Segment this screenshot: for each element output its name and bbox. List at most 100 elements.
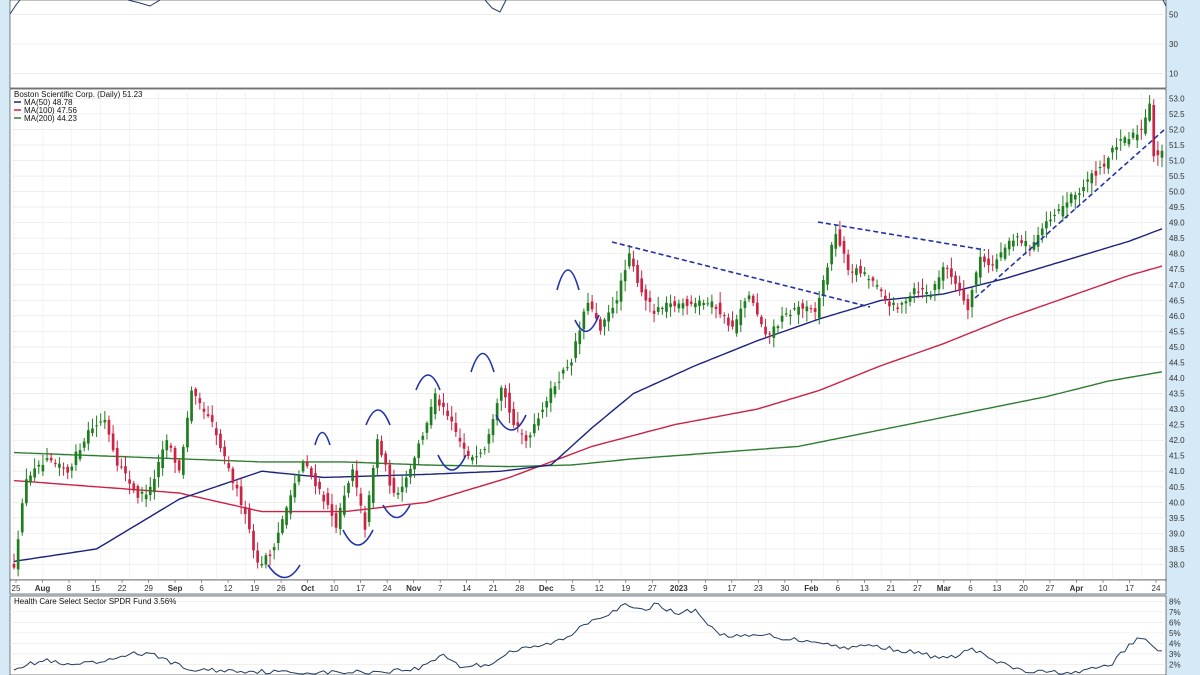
x-tick-label: 27 xyxy=(913,584,922,593)
candle xyxy=(186,411,189,452)
bottom-y-tick-label: 7% xyxy=(1169,608,1181,617)
candle-body xyxy=(128,479,131,484)
main-title: Boston Scientific Corp. (Daily) 51.23 xyxy=(14,90,143,99)
arc-top-oct2 xyxy=(365,409,391,426)
candle-body xyxy=(789,314,792,317)
candle xyxy=(169,442,173,453)
candle xyxy=(541,402,544,419)
candle-body xyxy=(1069,193,1073,204)
candle-body xyxy=(66,466,70,473)
candle-body xyxy=(1094,170,1098,176)
candle-body xyxy=(289,495,293,514)
candle xyxy=(25,468,28,507)
candle xyxy=(181,444,185,479)
x-tick-label: 9 xyxy=(703,584,708,593)
candle-body xyxy=(830,244,833,265)
candle-body xyxy=(660,307,664,310)
candle-body xyxy=(136,486,140,498)
candle-body xyxy=(1098,167,1102,169)
legend-label: MA(100) 47.56 xyxy=(24,106,77,115)
candle xyxy=(78,443,82,462)
candle-body xyxy=(272,547,276,551)
x-tick-label: Feb xyxy=(804,584,818,593)
candle-body xyxy=(813,308,817,312)
candle xyxy=(359,487,363,514)
x-tick-label: 12 xyxy=(224,584,233,593)
candle xyxy=(400,475,404,502)
y-tick-label: 39.5 xyxy=(1169,514,1185,523)
candle-body xyxy=(937,277,941,290)
y-tick-label: 47.5 xyxy=(1169,265,1185,274)
candle-body xyxy=(958,282,961,291)
x-tick-label: 19 xyxy=(621,584,630,593)
candle xyxy=(425,421,429,440)
candle xyxy=(619,272,623,311)
x-tick-label: 5 xyxy=(571,584,576,593)
candle xyxy=(504,384,507,408)
candle xyxy=(867,274,871,289)
candle xyxy=(1094,161,1098,186)
candle-body xyxy=(140,491,144,494)
candle-body xyxy=(347,483,350,493)
candle xyxy=(636,260,639,287)
candle xyxy=(656,296,660,315)
x-tick-label: 27 xyxy=(648,584,657,593)
candle xyxy=(826,263,829,291)
candle xyxy=(194,387,198,405)
candle-body xyxy=(318,481,321,489)
x-tick-label: Dec xyxy=(539,584,554,593)
candle xyxy=(1127,131,1131,148)
candle-body xyxy=(462,442,466,449)
candle xyxy=(627,245,631,269)
candle xyxy=(276,522,280,551)
candle xyxy=(347,480,350,498)
candle xyxy=(780,306,784,329)
candle-body xyxy=(210,415,214,422)
candle-body xyxy=(380,440,383,456)
candle xyxy=(1144,109,1147,136)
candle-body xyxy=(82,441,86,448)
candle xyxy=(70,463,74,479)
candle xyxy=(210,405,214,428)
candle-body xyxy=(954,275,957,284)
candle xyxy=(243,500,247,524)
candle xyxy=(594,302,598,323)
x-tick-label: 6 xyxy=(836,584,841,593)
x-tick-label: 20 xyxy=(1019,584,1028,593)
candle xyxy=(850,263,854,284)
candle xyxy=(817,290,821,325)
x-tick-label: 13 xyxy=(860,584,869,593)
x-tick-label: Mar xyxy=(937,584,951,593)
candle xyxy=(462,433,466,458)
candle-body xyxy=(908,295,912,302)
candle xyxy=(1140,119,1143,140)
candle-body xyxy=(235,484,239,489)
candle xyxy=(74,444,78,471)
candle-body xyxy=(479,452,482,454)
candle xyxy=(702,299,705,310)
candle xyxy=(1020,235,1023,247)
candle-body xyxy=(363,512,367,530)
candle xyxy=(338,503,342,536)
candle xyxy=(281,515,284,535)
candle xyxy=(82,437,86,452)
x-tick-label: 15 xyxy=(91,584,100,593)
candle xyxy=(1082,179,1085,198)
candle xyxy=(1119,129,1123,151)
candle-body xyxy=(941,267,945,281)
candle-body xyxy=(1024,240,1028,247)
legend-label: MA(200) 44.23 xyxy=(24,114,77,123)
candle-body xyxy=(161,449,164,469)
candle xyxy=(235,478,239,497)
candle-body xyxy=(755,302,759,315)
candle xyxy=(545,396,549,418)
top-line-segment xyxy=(484,0,507,13)
candle-body xyxy=(656,307,660,312)
candle xyxy=(421,432,425,445)
candle-body xyxy=(520,433,524,435)
trendline-3 xyxy=(974,129,1165,299)
y-tick-label: 51.5 xyxy=(1169,141,1185,150)
bottom-y-tick-label: 6% xyxy=(1169,618,1181,627)
top-panel-gridlines xyxy=(10,14,1166,74)
candle xyxy=(644,284,648,311)
